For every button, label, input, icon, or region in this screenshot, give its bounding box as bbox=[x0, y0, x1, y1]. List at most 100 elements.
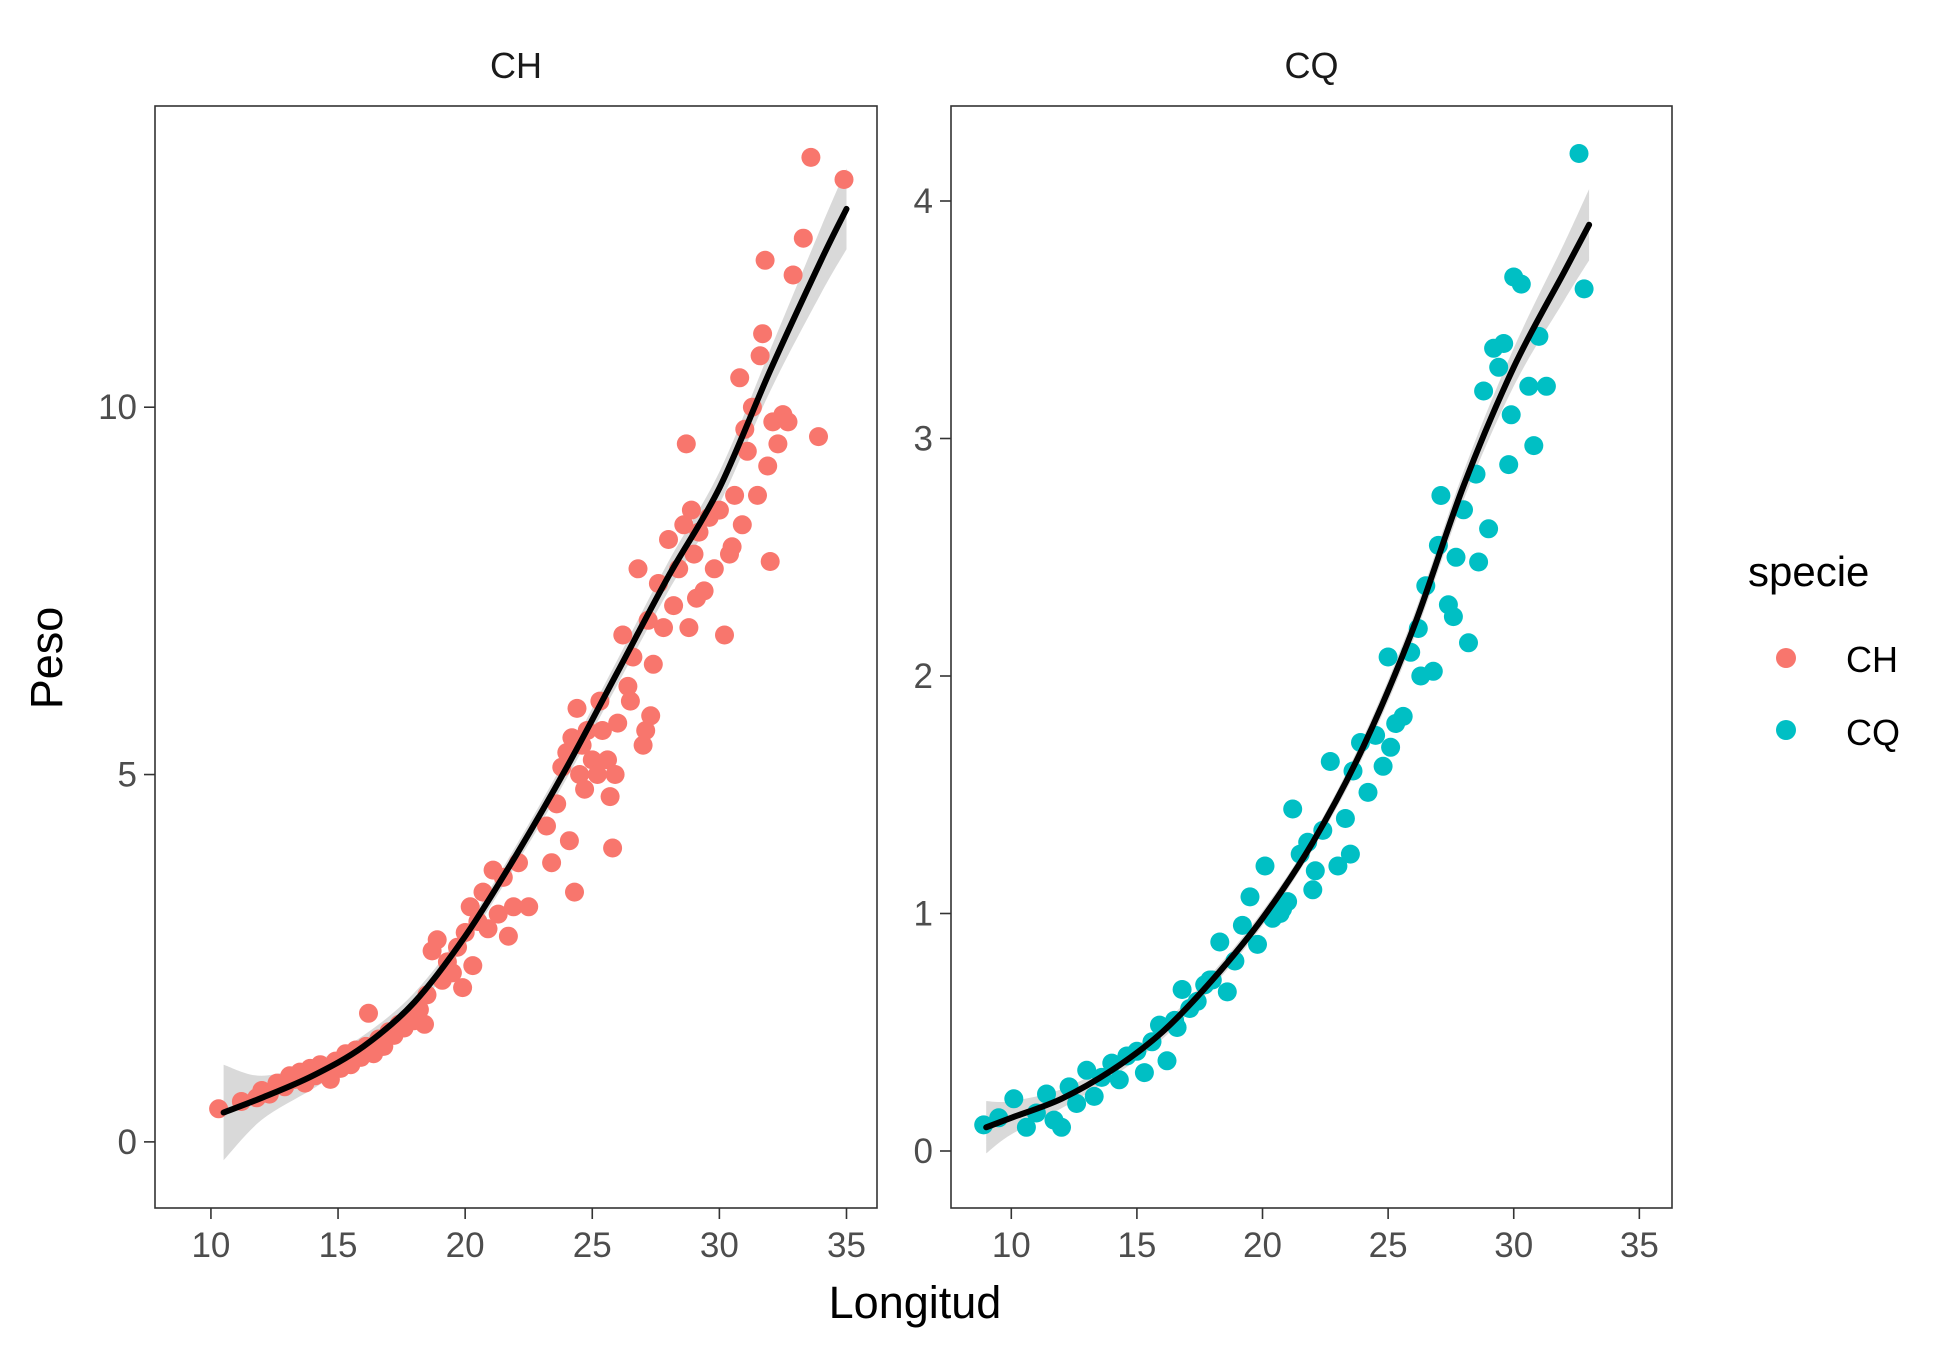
data-point-ch-107 bbox=[753, 324, 773, 344]
data-point-ch-110 bbox=[768, 434, 788, 454]
data-point-ch-124 bbox=[641, 706, 661, 726]
data-point-ch-127 bbox=[519, 897, 539, 917]
legend-item-cq: CQ bbox=[1776, 712, 1900, 753]
data-point-cq-32 bbox=[1248, 934, 1267, 954]
legend-item-ch: CH bbox=[1776, 639, 1898, 680]
data-point-ch-121 bbox=[732, 515, 752, 535]
data-point-ch-117 bbox=[834, 170, 854, 189]
legend-title: specie bbox=[1748, 548, 1869, 595]
data-point-ch-77 bbox=[618, 676, 638, 696]
data-point-cq-17 bbox=[1134, 1063, 1154, 1083]
y-tick-label-cq-4: 4 bbox=[914, 182, 933, 221]
data-point-ch-91 bbox=[679, 618, 699, 638]
data-point-ch-103 bbox=[737, 441, 757, 461]
data-point-ch-71 bbox=[598, 750, 617, 770]
data-point-cq-83 bbox=[1340, 844, 1360, 864]
data-point-ch-120 bbox=[755, 250, 775, 270]
data-point-cq-71 bbox=[1511, 274, 1531, 294]
data-point-ch-52 bbox=[498, 926, 518, 946]
data-point-cq-67 bbox=[1489, 357, 1509, 377]
data-point-ch-76 bbox=[613, 625, 633, 645]
legend-label-ch: CH bbox=[1846, 639, 1898, 680]
data-point-ch-112 bbox=[778, 412, 798, 432]
y-tick-label-cq-2: 2 bbox=[914, 657, 933, 696]
data-point-ch-60 bbox=[559, 831, 579, 851]
legend: specie CH CQ bbox=[1748, 548, 1900, 753]
data-point-ch-69 bbox=[587, 765, 607, 784]
x-tick-label-cq-35: 35 bbox=[1620, 1226, 1659, 1265]
data-point-ch-34 bbox=[415, 1014, 434, 1034]
data-point-cq-28 bbox=[1217, 982, 1237, 1002]
data-point-ch-81 bbox=[636, 721, 656, 740]
y-tick-label-ch-0: 0 bbox=[118, 1123, 137, 1162]
data-point-cq-44 bbox=[1335, 809, 1355, 828]
chart-panels: CH 10 15 20 25 30 35 0 5 10 CQ 10 15 20 25 30 35 0 1 2 3 4 bbox=[98, 45, 1673, 1265]
data-point-cq-37 bbox=[1283, 799, 1303, 819]
data-point-ch-123 bbox=[681, 500, 701, 520]
data-point-ch-96 bbox=[704, 559, 724, 579]
data-point-cq-65 bbox=[1479, 519, 1499, 539]
y-tick-label-cq-1: 1 bbox=[914, 895, 933, 934]
data-point-cq-58 bbox=[1431, 486, 1451, 505]
data-point-ch-90 bbox=[676, 434, 696, 454]
y-axis-title: Peso bbox=[21, 607, 72, 710]
data-point-ch-48 bbox=[478, 919, 498, 939]
data-point-cq-7 bbox=[1052, 1117, 1071, 1137]
x-tick-label-ch-30: 30 bbox=[700, 1226, 739, 1265]
data-point-ch-114 bbox=[793, 228, 813, 248]
data-point-ch-68 bbox=[582, 750, 602, 770]
data-point-cq-11 bbox=[1084, 1086, 1104, 1106]
data-point-ch-101 bbox=[730, 368, 750, 388]
data-point-cq-68 bbox=[1494, 334, 1514, 353]
data-point-cq-49 bbox=[1373, 756, 1393, 776]
panel-border-cq bbox=[950, 105, 1673, 1209]
data-point-cq-27 bbox=[1210, 932, 1230, 952]
data-point-cq-47 bbox=[1358, 782, 1378, 802]
data-point-ch-64 bbox=[570, 765, 590, 784]
data-point-ch-66 bbox=[575, 779, 595, 799]
data-point-cq-20 bbox=[1157, 1051, 1177, 1071]
data-point-cq-42 bbox=[1320, 752, 1340, 771]
data-point-ch-122 bbox=[760, 552, 780, 571]
data-point-ch-73 bbox=[603, 838, 623, 858]
data-point-cq-78 bbox=[1443, 607, 1463, 627]
data-point-ch-74 bbox=[605, 765, 625, 784]
data-point-ch-119 bbox=[687, 588, 706, 608]
legend-label-cq: CQ bbox=[1846, 712, 1900, 753]
x-tick-label-cq-15: 15 bbox=[1117, 1226, 1156, 1265]
data-point-cq-52 bbox=[1393, 706, 1413, 726]
data-point-cq-50 bbox=[1378, 647, 1398, 667]
x-tick-label-cq-10: 10 bbox=[992, 1226, 1031, 1265]
data-point-cq-14 bbox=[1109, 1070, 1129, 1090]
data-point-ch-106 bbox=[750, 346, 770, 366]
data-point-ch-116 bbox=[809, 427, 828, 447]
data-point-ch-108 bbox=[758, 456, 778, 476]
data-point-ch-56 bbox=[542, 853, 562, 873]
y-tick-label-cq-3: 3 bbox=[914, 420, 933, 459]
data-point-cq-30 bbox=[1232, 915, 1252, 935]
data-point-ch-44 bbox=[460, 897, 480, 917]
legend-key-cq bbox=[1776, 720, 1796, 740]
data-point-cq-84 bbox=[1303, 880, 1323, 900]
x-tick-label-ch-10: 10 bbox=[191, 1226, 230, 1265]
y-tick-label-ch-5: 5 bbox=[118, 756, 137, 795]
data-point-cq-2 bbox=[1004, 1089, 1024, 1109]
data-point-ch-85 bbox=[654, 618, 673, 638]
confidence-band-cq bbox=[986, 189, 1590, 1154]
data-point-ch-125 bbox=[620, 691, 640, 711]
legend-key-ch bbox=[1776, 648, 1796, 668]
data-point-cq-10 bbox=[1077, 1060, 1097, 1080]
data-point-cq-76 bbox=[1569, 144, 1589, 163]
data-point-cq-9 bbox=[1067, 1094, 1087, 1113]
fit-line-cq bbox=[983, 221, 1593, 1131]
data-point-cq-77 bbox=[1574, 279, 1594, 299]
data-point-cq-3 bbox=[1016, 1117, 1036, 1137]
data-point-cq-82 bbox=[1381, 737, 1401, 757]
data-point-ch-40 bbox=[442, 963, 462, 983]
data-point-cq-33 bbox=[1255, 856, 1275, 876]
data-point-cq-43 bbox=[1328, 856, 1348, 876]
data-point-ch-37 bbox=[427, 930, 447, 950]
confidence-band-ch bbox=[223, 168, 847, 1161]
data-point-cq-64 bbox=[1474, 381, 1494, 401]
